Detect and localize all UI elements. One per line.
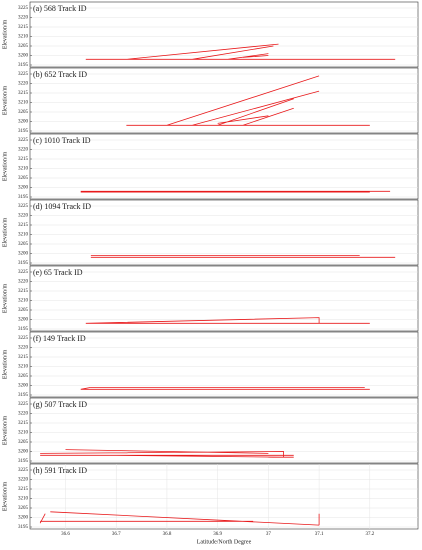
- y-axis-label: Elevation/m: [2, 482, 8, 512]
- y-axis-label: Elevation/m: [2, 20, 8, 50]
- x-tick-label: 37.2: [365, 532, 374, 537]
- track-line: [40, 449, 294, 458]
- panel-frame: [29, 199, 419, 266]
- y-tick-label: 3210: [18, 299, 29, 304]
- panel-title: (h) 591 Track ID: [33, 466, 87, 475]
- y-tick-label: 3225: [18, 204, 29, 209]
- y-tick-label: 3220: [18, 346, 29, 351]
- y-tick-label: 3200: [18, 252, 29, 257]
- track-line: [85, 317, 370, 324]
- panel-title: (c) 1010 Track ID: [33, 136, 91, 145]
- panel-frame: [29, 397, 419, 464]
- y-tick-label: 3225: [18, 468, 29, 473]
- y-tick-label: 3195: [18, 261, 29, 266]
- y-tick-label: 3225: [18, 336, 29, 341]
- y-tick-label: 3220: [18, 478, 29, 483]
- panel-frame: [29, 1, 419, 68]
- y-tick-label: 3215: [18, 421, 29, 426]
- y-tick-label: 3210: [18, 431, 29, 436]
- y-tick-label: 3205: [18, 308, 29, 313]
- panel-frame: [29, 133, 419, 200]
- y-axis-label: Elevation/m: [2, 416, 8, 446]
- y-tick-label: 3215: [18, 487, 29, 492]
- y-tick-label: 3210: [18, 497, 29, 502]
- y-tick-label: 3195: [18, 327, 29, 332]
- y-tick-label: 3225: [18, 270, 29, 275]
- panel-title: (f) 149 Track ID: [33, 334, 86, 343]
- y-tick-label: 3220: [18, 214, 29, 219]
- panel-title: (a) 568 Track ID: [33, 4, 87, 13]
- track-line: [80, 190, 391, 193]
- y-tick-label: 3205: [18, 374, 29, 379]
- x-axis-label: Latitude/North Degree: [197, 539, 252, 545]
- panel-frame: [29, 463, 419, 530]
- track-line: [85, 43, 396, 60]
- y-tick-label: 3210: [18, 35, 29, 40]
- y-tick-label: 3205: [18, 44, 29, 49]
- y-axis-label: Elevation/m: [2, 284, 8, 314]
- y-tick-label: 3195: [18, 459, 29, 464]
- y-tick-label: 3210: [18, 101, 29, 106]
- y-tick-label: 3195: [18, 195, 29, 200]
- y-tick-label: 3200: [18, 54, 29, 59]
- track-line: [126, 75, 370, 126]
- y-tick-label: 3210: [18, 233, 29, 238]
- x-tick-label: 36.9: [213, 532, 222, 537]
- y-tick-label: 3225: [18, 72, 29, 77]
- x-tick-label: 36.7: [112, 532, 121, 537]
- y-axis-label: Elevation/m: [2, 152, 8, 182]
- y-tick-label: 3195: [18, 129, 29, 134]
- panel-frame: [29, 67, 419, 134]
- x-tick-label: 37.1: [315, 532, 324, 537]
- y-tick-label: 3195: [18, 393, 29, 398]
- x-tick-label: 36.8: [163, 532, 172, 537]
- y-tick-label: 3205: [18, 506, 29, 511]
- y-tick-label: 3205: [18, 242, 29, 247]
- y-tick-label: 3220: [18, 148, 29, 153]
- y-tick-label: 3210: [18, 167, 29, 172]
- y-axis-label: Elevation/m: [2, 218, 8, 248]
- y-tick-label: 3200: [18, 318, 29, 323]
- y-tick-label: 3225: [18, 6, 29, 11]
- y-tick-label: 3200: [18, 186, 29, 191]
- y-tick-label: 3225: [18, 138, 29, 143]
- panel-title: (b) 652 Track ID: [33, 70, 87, 79]
- y-tick-label: 3200: [18, 384, 29, 389]
- y-tick-label: 3220: [18, 280, 29, 285]
- y-axis-label: Elevation/m: [2, 86, 8, 116]
- x-tick-label: 36.6: [61, 532, 70, 537]
- track-line: [80, 387, 370, 390]
- panel-title: (e) 65 Track ID: [33, 268, 83, 277]
- y-tick-label: 3220: [18, 82, 29, 87]
- panel-title: (d) 1094 Track ID: [33, 202, 91, 211]
- y-tick-label: 3205: [18, 110, 29, 115]
- y-tick-label: 3205: [18, 440, 29, 445]
- panel-frame: [29, 331, 419, 398]
- x-tick-label: 37: [266, 532, 272, 537]
- track-line: [90, 255, 396, 258]
- y-tick-label: 3215: [18, 355, 29, 360]
- y-axis-label: Elevation/m: [2, 350, 8, 380]
- y-tick-label: 3200: [18, 516, 29, 521]
- y-tick-label: 3220: [18, 16, 29, 21]
- panel-frame: [29, 265, 419, 332]
- y-tick-label: 3200: [18, 120, 29, 125]
- y-tick-label: 3225: [18, 402, 29, 407]
- panel-title: (g) 507 Track ID: [33, 400, 87, 409]
- track-line: [39, 511, 320, 526]
- y-tick-label: 3215: [18, 223, 29, 228]
- y-tick-label: 3215: [18, 157, 29, 162]
- y-tick-label: 3200: [18, 450, 29, 455]
- y-tick-label: 3215: [18, 25, 29, 30]
- y-tick-label: 3215: [18, 91, 29, 96]
- y-tick-label: 3220: [18, 412, 29, 417]
- y-tick-label: 3195: [18, 63, 29, 68]
- y-tick-label: 3215: [18, 289, 29, 294]
- y-tick-label: 3205: [18, 176, 29, 181]
- y-tick-label: 3210: [18, 365, 29, 370]
- y-tick-label: 3195: [18, 525, 29, 530]
